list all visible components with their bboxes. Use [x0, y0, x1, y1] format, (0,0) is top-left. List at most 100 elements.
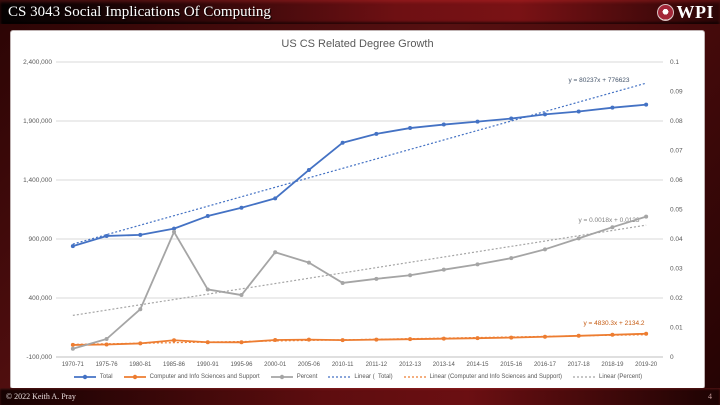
x-axis-tick: 2011-12: [366, 362, 388, 368]
right-axis-tick: 0.08: [670, 118, 683, 125]
series-marker: [104, 337, 109, 342]
series-marker: [205, 287, 210, 292]
legend-item: Linear (Percent): [572, 373, 642, 381]
x-axis-tick: 2013-14: [433, 362, 456, 368]
left-axis-tick: 1,400,000: [23, 177, 52, 184]
series-marker: [172, 338, 177, 343]
x-axis-tick: 2000-01: [264, 362, 287, 368]
x-axis-tick: 2015-16: [500, 362, 523, 368]
series-marker: [239, 205, 244, 210]
right-axis-tick: 0.01: [670, 325, 683, 332]
legend-item: Linear ( Total): [327, 373, 393, 381]
chart-title: US CS Related Degree Growth: [281, 38, 434, 50]
series-marker: [340, 140, 345, 145]
series-marker: [542, 334, 547, 339]
series-marker: [475, 262, 480, 267]
series-marker: [441, 336, 446, 341]
series-marker: [441, 122, 446, 127]
slide-title: CS 3043 Social Implications Of Computing: [8, 3, 271, 20]
series-marker: [205, 340, 210, 345]
series-marker: [542, 247, 547, 252]
x-axis-tick: 2019-20: [635, 362, 658, 368]
legend-item: Computer and Info Sciences and Support: [123, 373, 260, 381]
series-marker: [205, 214, 210, 219]
degree-growth-chart: 2,400,000 1,900,000 1,400,000 900,000 400,00…: [23, 59, 683, 368]
series-marker: [172, 229, 177, 234]
left-axis-tick: 1,900,000: [23, 118, 52, 125]
page-number: 4: [708, 392, 712, 401]
legend-dotted-line-icon: [328, 376, 351, 378]
series-marker: [576, 236, 581, 241]
series-marker: [340, 280, 345, 285]
series-marker: [610, 105, 615, 110]
right-axis-tick: 0.05: [670, 207, 683, 214]
series-marker: [172, 226, 177, 231]
chart-legend: Total Computer and Info Sciences and Supp…: [11, 373, 704, 381]
x-axis-tick: 2017-18: [568, 362, 591, 368]
legend-label: Computer and Info Sciences and Support: [149, 374, 260, 380]
series-marker: [273, 250, 278, 255]
trendline: [72, 224, 647, 316]
series-line: [72, 215, 647, 350]
series-marker: [408, 337, 413, 342]
trendline: [72, 82, 647, 245]
series-marker: [441, 267, 446, 272]
legend-line-marker-icon: [73, 374, 96, 380]
series-line: [72, 332, 647, 346]
slide-header: CS 3043 Social Implications Of Computing…: [0, 0, 720, 24]
series-marker: [576, 109, 581, 114]
trendline-equation: y = 4830.3x + 2134.2: [583, 320, 644, 327]
series-marker: [138, 341, 143, 346]
series-marker: [340, 338, 345, 343]
x-axis-tick: 1985-86: [163, 362, 186, 368]
x-axis-tick: 1975-76: [96, 362, 119, 368]
series-marker: [644, 102, 649, 107]
legend-item: Linear (Computer and Info Sciences and S…: [403, 373, 562, 381]
series-marker: [610, 332, 615, 337]
right-axis-tick: 0.07: [670, 148, 683, 155]
left-axis-tick: -100,000: [26, 354, 52, 361]
right-axis-tick: 0: [670, 354, 674, 361]
series-marker: [644, 331, 649, 336]
left-axis-tick: 2,400,000: [23, 59, 52, 66]
x-axis-tick: 2018-19: [601, 362, 624, 368]
legend-label: Percent: [296, 374, 318, 380]
series-marker: [374, 337, 379, 342]
series-line: [72, 103, 647, 247]
series-marker: [509, 335, 514, 340]
series-marker: [408, 126, 413, 131]
series-marker: [509, 116, 514, 121]
series-marker: [70, 244, 75, 249]
legend-dotted-line-icon: [573, 376, 596, 378]
legend-label: Linear ( Total): [354, 374, 393, 380]
series-marker: [644, 214, 649, 219]
series-marker: [576, 333, 581, 338]
series-marker: [239, 340, 244, 345]
x-axis-tick: 2010-11: [332, 362, 354, 368]
copyright-text: © 2022 Keith A. Pray: [6, 392, 76, 401]
legend-label: Linear (Computer and Info Sciences and S…: [429, 374, 563, 380]
x-axis-tick: 1980-81: [129, 362, 152, 368]
series-marker: [374, 276, 379, 281]
legend-dotted-line-icon: [403, 376, 426, 378]
x-axis-tick: 2014-15: [467, 362, 490, 368]
series-marker: [374, 131, 379, 136]
legend-line-marker-icon: [123, 374, 146, 380]
series-marker: [306, 260, 311, 265]
series-marker: [542, 112, 547, 117]
x-axis-tick: 1995-96: [230, 362, 253, 368]
right-axis-tick: 0.04: [670, 236, 683, 243]
legend-item: Total: [73, 373, 113, 381]
series-marker: [273, 337, 278, 342]
chart-panel: 2,400,000 1,900,000 1,400,000 900,000 400,00…: [10, 30, 705, 389]
series-marker: [138, 307, 143, 312]
right-axis-tick: 0.06: [670, 177, 683, 184]
legend-item: Percent: [270, 373, 318, 381]
series-marker: [239, 293, 244, 298]
wpi-seal-icon: [656, 3, 674, 21]
series-marker: [70, 346, 75, 351]
x-axis-tick: 2005-06: [298, 362, 321, 368]
x-axis-tick: 1990-91: [197, 362, 220, 368]
series-marker: [509, 256, 514, 261]
wpi-logo: WPI: [656, 2, 720, 23]
